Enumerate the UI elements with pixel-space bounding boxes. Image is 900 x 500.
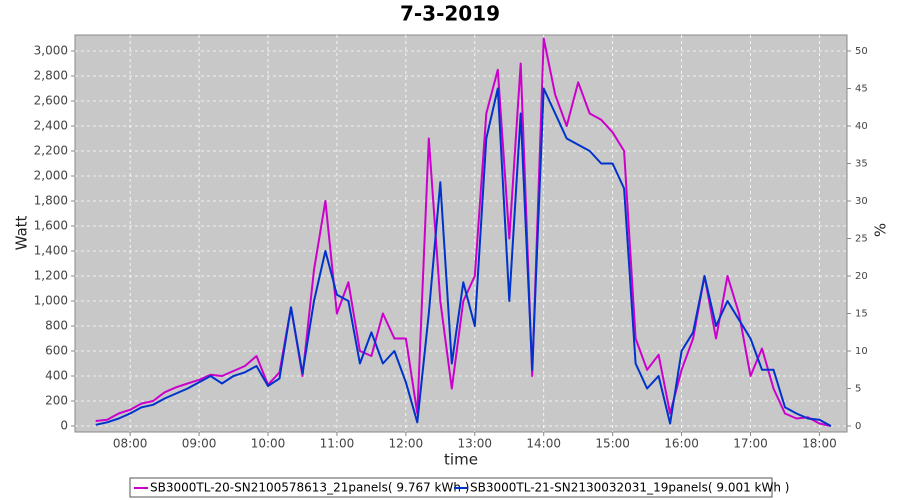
y-tick-label: 800 xyxy=(45,319,68,333)
x-tick-label: 10:00 xyxy=(251,437,286,451)
data-line xyxy=(95,87,832,427)
x-tick-label: 14:00 xyxy=(526,437,561,451)
y-tick-label: 1,200 xyxy=(34,269,68,283)
legend xyxy=(129,477,773,498)
y-tick-label: 2,400 xyxy=(34,119,68,133)
chart-title: 7-3-2019 xyxy=(400,2,500,26)
y2-tick-label: 20 xyxy=(855,271,868,282)
y-tick-label: 2,000 xyxy=(34,169,68,183)
y2-tick-label: 5 xyxy=(855,383,861,394)
y-tick-label: 400 xyxy=(45,369,68,383)
y2-tick-label: 30 xyxy=(855,196,868,207)
x-tick-label: 11:00 xyxy=(320,437,355,451)
legend-label: SB3000TL-20-SN2100578613_21panels( 9.767… xyxy=(150,481,469,495)
y-tick-label: 2,200 xyxy=(34,144,68,158)
y-tick-label: 200 xyxy=(45,394,68,408)
x-tick-label: 12:00 xyxy=(389,437,424,451)
y-tick-label: 2,800 xyxy=(34,69,68,83)
x-tick-label: 13:00 xyxy=(457,437,492,451)
y-axis-label: Watt xyxy=(13,215,31,250)
x-tick-label: 18:00 xyxy=(802,437,837,451)
y-tick-label: 0 xyxy=(60,419,68,433)
y-tick-label: 3,000 xyxy=(34,44,68,58)
y-tick-label: 1,800 xyxy=(34,194,68,208)
y2-axis-label: % xyxy=(872,223,890,237)
y-tick-label: 1,000 xyxy=(34,294,68,308)
y2-tick-label: 15 xyxy=(855,308,868,319)
x-tick-label: 17:00 xyxy=(733,437,768,451)
y-tick-label: 1,600 xyxy=(34,219,68,233)
y-tick-label: 2,600 xyxy=(34,94,68,108)
y-tick-label: 600 xyxy=(45,344,68,358)
x-tick-label: 08:00 xyxy=(113,437,148,451)
x-tick-label: 09:00 xyxy=(182,437,217,451)
legend-label: SB3000TL-21-SN2130032031_19panels( 9.001… xyxy=(470,481,789,495)
plot-area xyxy=(74,34,848,433)
y2-tick-label: 0 xyxy=(855,421,861,432)
x-axis-label: time xyxy=(444,451,478,469)
y2-tick-label: 40 xyxy=(855,121,868,132)
y2-tick-label: 25 xyxy=(855,233,868,244)
y2-tick-label: 50 xyxy=(855,46,868,57)
y2-tick-label: 10 xyxy=(855,346,868,357)
y2-tick-label: 35 xyxy=(855,158,868,169)
x-tick-label: 15:00 xyxy=(595,437,630,451)
y-tick-label: 1,400 xyxy=(34,244,68,258)
x-tick-label: 16:00 xyxy=(664,437,699,451)
y2-tick-label: 45 xyxy=(855,83,868,94)
